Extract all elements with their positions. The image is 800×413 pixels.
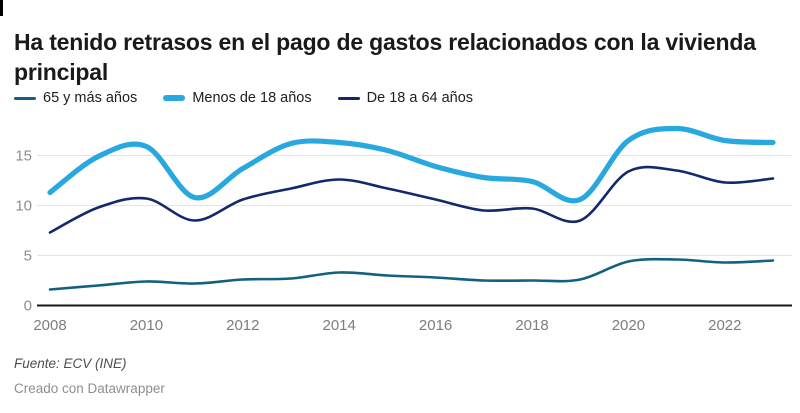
legend-item-18-a-64: De 18 a 64 años — [337, 90, 474, 106]
series-line-65-y-m-s-a-os — [48, 257, 775, 291]
legend-swatch-menos-18-icon — [163, 95, 186, 101]
x-tick-label: 2008 — [33, 317, 66, 334]
x-tick-label: 2016 — [419, 317, 452, 334]
x-tick-label: 2012 — [226, 317, 259, 334]
y-tick-label: 10 — [15, 198, 32, 215]
x-tick-label: 2020 — [612, 317, 645, 334]
x-tick-label: 2014 — [323, 317, 356, 334]
chart-title: Ha tenido retrasos en el pago de gastos … — [14, 29, 756, 86]
legend-swatch-18-a-64-icon — [337, 96, 360, 100]
line-chart-area: 0 5 10 15 2008 2010 2012 2014 2016 2018 2020 2022 — [0, 118, 800, 340]
legend-label: Menos de 18 años — [192, 90, 312, 106]
line-chart: 0 5 10 15 2008 2010 2012 2014 2016 2018 2020 2022 — [15, 125, 792, 334]
x-tick-label: 2018 — [515, 317, 548, 334]
legend-swatch-65-y-mas-icon — [14, 96, 36, 100]
y-tick-label: 0 — [24, 298, 32, 315]
embed-corner-mark — [0, 0, 3, 16]
datawrapper-credit-link[interactable]: Creado con Datawrapper — [14, 381, 165, 396]
legend-item-menos-18: Menos de 18 años — [163, 90, 312, 106]
source-note: Fuente: ECV (INE) — [14, 356, 127, 371]
series-line-de-18-a-64-a-os — [48, 165, 775, 234]
y-tick-label: 15 — [15, 148, 32, 165]
chart-legend: 65 y más años Menos de 18 años De 18 a 6… — [14, 90, 473, 106]
series-line-menos-de-18-a-os — [47, 125, 776, 204]
legend-label: 65 y más años — [43, 90, 138, 106]
legend-item-65-y-mas: 65 y más años — [14, 90, 137, 106]
x-tick-label: 2010 — [130, 317, 163, 334]
x-tick-label: 2022 — [708, 317, 741, 334]
legend-label: De 18 a 64 años — [366, 90, 474, 106]
y-tick-label: 5 — [24, 248, 32, 265]
